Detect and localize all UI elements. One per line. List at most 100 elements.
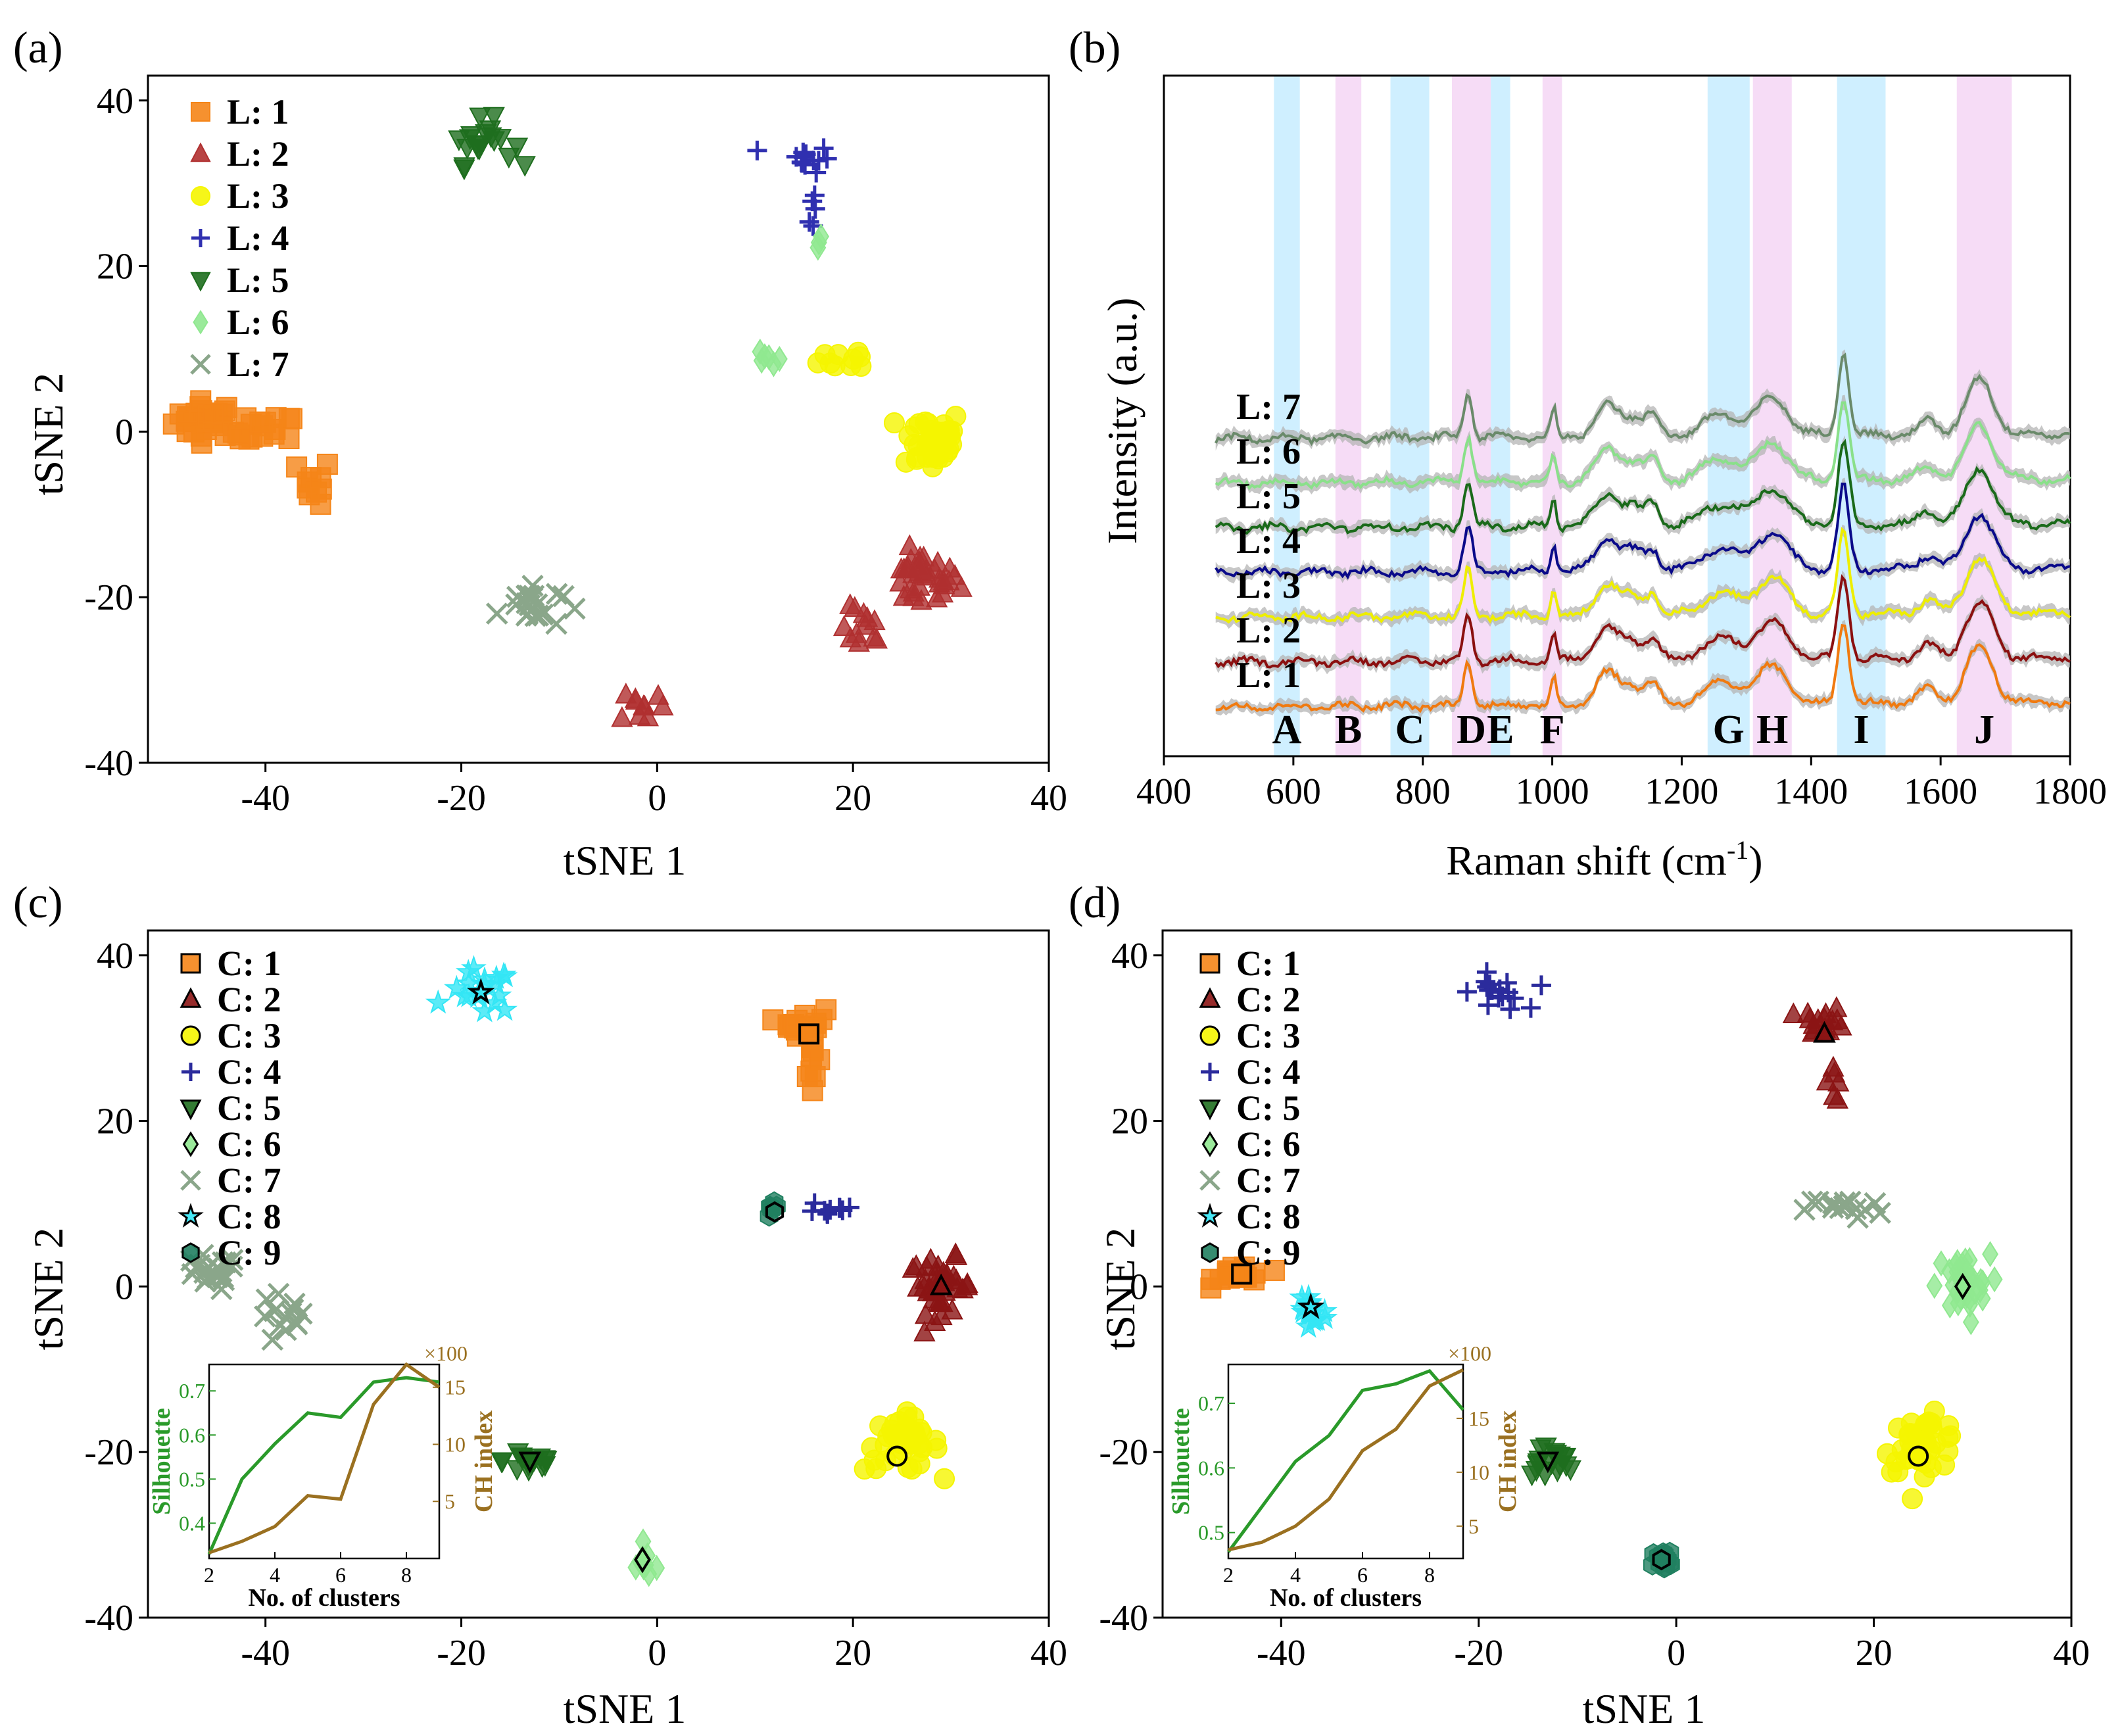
legend-label: C: 8: [217, 1197, 281, 1236]
inset-right-tick-label: 15: [445, 1376, 466, 1399]
legend-label: C: 4: [1236, 1052, 1300, 1092]
band-highlight: [1335, 76, 1362, 756]
data-point: [786, 1009, 808, 1031]
data-point: [1982, 1241, 1998, 1268]
x-tick-label: 1800: [2033, 771, 2107, 812]
legend-label: L: 4: [227, 218, 289, 258]
y-tick-label: 0: [115, 412, 133, 452]
data-point: [1962, 1309, 1979, 1336]
spectrum-std-band: [1215, 435, 2070, 539]
data-point: [1476, 962, 1497, 982]
plot-frame: [1163, 74, 2071, 758]
data-point: [902, 585, 925, 606]
data-point: [521, 574, 544, 597]
centroid-marker: [634, 1546, 651, 1574]
data-point: [813, 138, 834, 158]
y-tick-label: -20: [84, 1432, 133, 1473]
panel-b-xlabel: Raman shift (cm-1): [1446, 835, 1762, 884]
inset-right-tick-label: 10: [1468, 1460, 1489, 1484]
inset-ylabel-right: CH index: [470, 1410, 498, 1512]
data-point: [914, 1303, 937, 1324]
panel-label-c: (c): [13, 877, 62, 927]
centroid-marker: [1536, 1451, 1560, 1474]
data-point: [545, 612, 567, 635]
data-point: [839, 626, 862, 648]
legend-marker: [1197, 1203, 1223, 1228]
x-tick-label: 800: [1395, 771, 1451, 812]
band-label: E: [1487, 708, 1514, 752]
band-highlight: [1491, 76, 1510, 756]
data-point: [850, 346, 871, 368]
data-point: [1902, 1488, 1923, 1510]
data-point: [263, 1300, 286, 1322]
y-tick-label: 20: [1111, 1101, 1148, 1142]
data-point: [483, 107, 505, 128]
data-point: [285, 1313, 308, 1336]
ch-index-line: [208, 1362, 441, 1555]
x-tick-label: 400: [1136, 771, 1192, 812]
data-point: [1500, 999, 1520, 1019]
spectrum-label: L: 2: [1236, 610, 1301, 651]
legend-marker: [191, 229, 210, 247]
y-tick-label: 0: [115, 1266, 133, 1307]
data-point: [471, 998, 498, 1023]
centroid-marker: [765, 1201, 784, 1223]
legend-label: L: 2: [227, 134, 289, 174]
data-point: [1489, 979, 1510, 1000]
legend-label: C: 3: [217, 1016, 281, 1055]
x-tick-label: 0: [1667, 1633, 1685, 1674]
data-point: [176, 421, 198, 443]
spectrum-line: [1215, 482, 2071, 580]
y-tick-label: 20: [97, 1101, 133, 1142]
panel-label-d: (d): [1069, 877, 1121, 927]
legend-marker: [178, 1203, 204, 1228]
data-point: [925, 586, 948, 608]
data-point: [902, 562, 925, 583]
data-point: [1826, 1088, 1849, 1109]
legend-label: C: 3: [1236, 1016, 1300, 1055]
data-point: [1864, 1192, 1887, 1215]
x-tick-label: 1000: [1516, 771, 1589, 812]
legend-label: L: 1: [227, 92, 289, 132]
data-point: [1290, 1295, 1316, 1320]
band-highlight: [1274, 76, 1300, 756]
legend-label: L: 6: [227, 302, 289, 342]
data-point: [901, 1459, 923, 1480]
data-point: [1658, 1549, 1677, 1570]
data-point: [839, 593, 861, 614]
inset-left-tick-label: 0.4: [179, 1511, 205, 1535]
centroid-marker: [929, 1273, 953, 1295]
y-tick-label: -20: [84, 577, 133, 618]
x-tick-label: -40: [241, 778, 290, 819]
data-point: [1926, 1272, 1943, 1299]
x-tick-label: 1400: [1774, 771, 1848, 812]
data-point: [506, 585, 529, 608]
inset-frame: [1227, 1363, 1464, 1560]
legend-marker: [191, 186, 210, 206]
data-point: [913, 1320, 936, 1341]
data-point: [515, 584, 538, 607]
data-point: [920, 420, 942, 441]
legend-label: C: 9: [217, 1233, 281, 1272]
x-tick-label: 0: [648, 778, 666, 819]
legend-marker: [182, 1131, 199, 1157]
band-label: F: [1540, 708, 1565, 752]
data-point: [799, 212, 819, 232]
spectrum-line: [1215, 623, 2071, 713]
data-point: [804, 185, 825, 206]
inset-left-tick-label: 0.5: [179, 1467, 205, 1491]
band-label: A: [1272, 708, 1302, 752]
legend-marker: [190, 354, 211, 375]
data-point: [1833, 1191, 1856, 1214]
data-point: [809, 234, 827, 261]
inset-xlabel: No. of clusters: [1270, 1584, 1422, 1612]
data-point: [278, 428, 300, 450]
centroid-marker: [467, 978, 495, 1005]
legend-label: C: 6: [217, 1124, 281, 1164]
spectrum-line: [1215, 439, 2071, 535]
data-point: [1920, 1412, 1942, 1434]
band-highlight: [1452, 76, 1491, 756]
legend-label: C: 1: [1236, 944, 1300, 983]
